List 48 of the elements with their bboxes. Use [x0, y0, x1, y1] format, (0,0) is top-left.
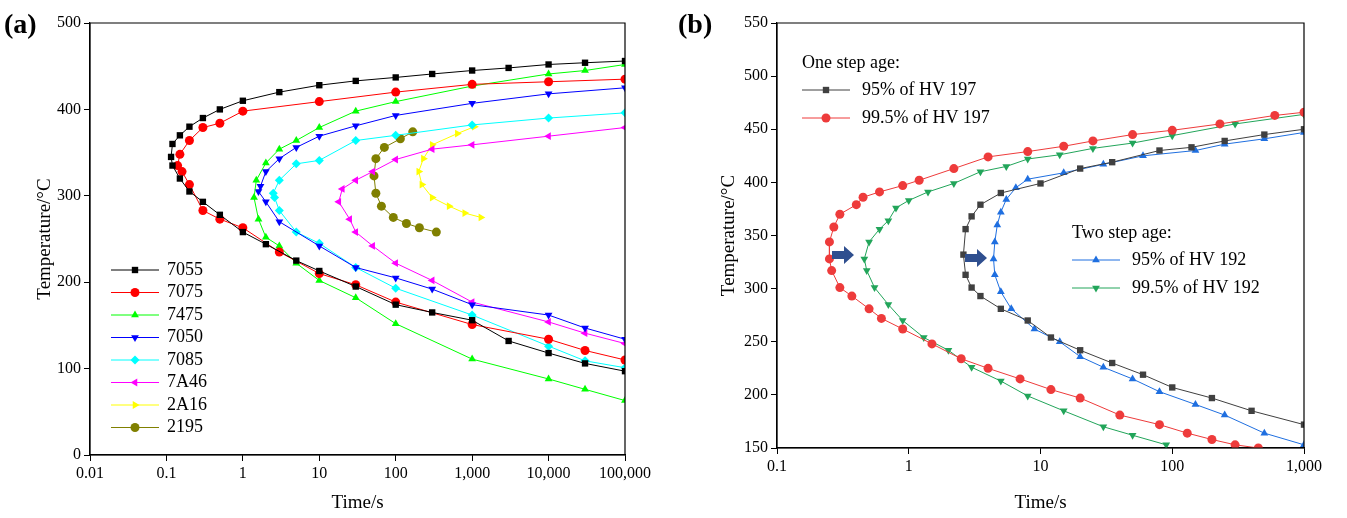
legend-label: 99.5% of HV 197 — [862, 106, 990, 127]
legend-label: 7A46 — [167, 371, 207, 392]
y-tick-label: 400 — [57, 99, 81, 117]
x-axis-title: Time/s — [1014, 490, 1067, 512]
y-tick-label: 250 — [744, 331, 768, 349]
legend-label: 7085 — [167, 348, 203, 369]
y-tick-label: 200 — [744, 385, 768, 403]
x-tick-label: 1,000 — [1286, 456, 1322, 474]
legend-label: 2195 — [167, 416, 203, 437]
y-tick-label: 0 — [73, 445, 81, 463]
x-tick-label: 100 — [383, 463, 408, 481]
x-tick-label: 10 — [311, 463, 328, 481]
y-tick-label: 100 — [57, 358, 81, 376]
y-tick-label: 350 — [744, 225, 768, 243]
y-tick-label: 500 — [744, 66, 768, 84]
y-tick-label: 500 — [57, 13, 81, 31]
legend-label: 7050 — [167, 326, 203, 347]
x-tick-label: 0.1 — [156, 463, 177, 481]
legend-label: 95% of HV 197 — [862, 78, 977, 99]
legend-label: 2A16 — [167, 393, 207, 414]
x-tick-label: 10,000 — [526, 463, 571, 481]
legend-label: 7055 — [167, 258, 203, 279]
x-tick-label: 100,000 — [599, 463, 651, 481]
x-tick-label: 10 — [1032, 456, 1049, 474]
y-tick-label: 400 — [744, 172, 768, 190]
x-axis-title: Time/s — [331, 490, 384, 512]
y-axis-title: Temperature/°C — [33, 178, 55, 300]
annotation: Two step age: — [1072, 221, 1172, 242]
y-tick-label: 300 — [57, 186, 81, 203]
x-tick-label: 1 — [904, 456, 913, 474]
y-axis-title: Temperature/°C — [717, 174, 739, 297]
y-tick-label: 150 — [744, 438, 768, 456]
x-tick-label: 0.1 — [767, 456, 787, 474]
y-tick-label: 550 — [744, 13, 768, 31]
legend-label: 95% of HV 192 — [1132, 248, 1247, 269]
chart-title: (b) — [678, 8, 713, 40]
x-tick-label: 1 — [238, 463, 247, 481]
annotation: One step age: — [802, 51, 900, 72]
chart-title: (a) — [4, 8, 37, 40]
x-tick-label: 1,000 — [454, 463, 491, 481]
y-tick-label: 300 — [744, 278, 768, 296]
y-tick-label: 200 — [57, 272, 81, 290]
legend-label: 7075 — [167, 281, 203, 302]
x-tick-label: 100 — [1160, 456, 1185, 474]
legend-label: 7475 — [167, 303, 203, 324]
x-tick-label: 0.01 — [76, 463, 104, 481]
y-tick-label: 450 — [744, 119, 768, 137]
legend-label: 99.5% of HV 192 — [1132, 276, 1260, 297]
